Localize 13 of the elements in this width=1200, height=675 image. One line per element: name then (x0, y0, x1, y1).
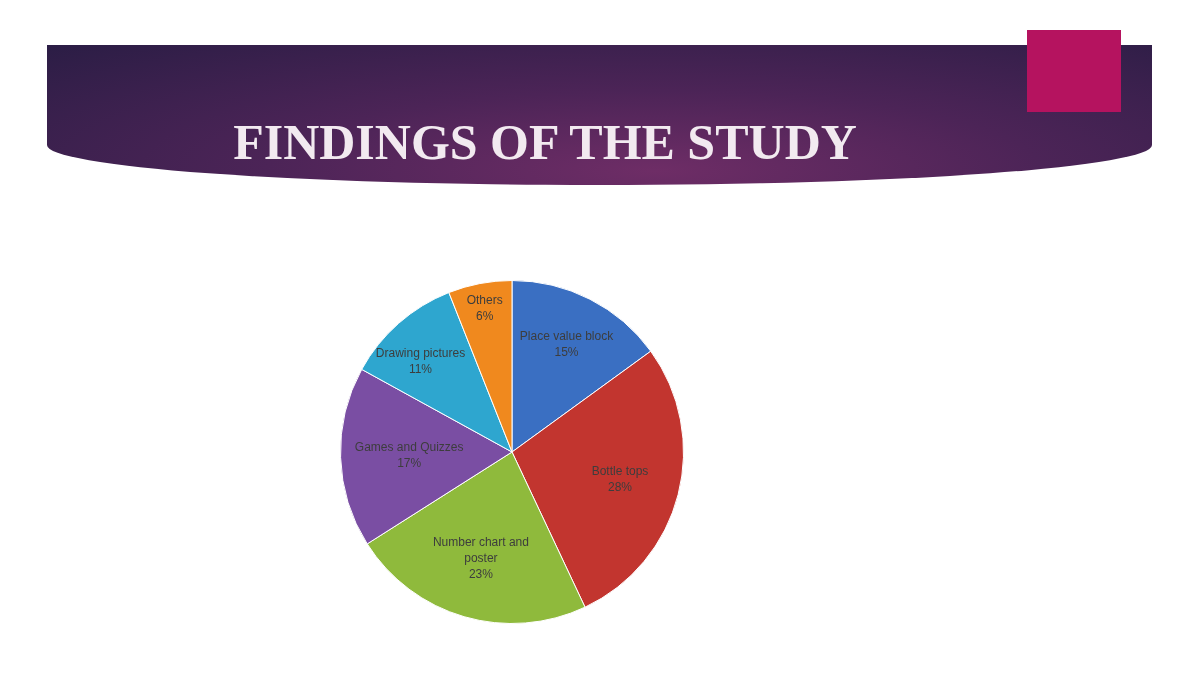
slice-label: Drawing pictures (375, 345, 466, 360)
data-label: 15% (554, 345, 579, 360)
data-label: 11% (408, 361, 433, 376)
slice-label: Number chart and poster (432, 535, 529, 566)
data-label: 17% (397, 455, 422, 470)
slice-label: Others (466, 293, 503, 308)
data-label: 28% (607, 480, 633, 495)
slice-label: Games and Quizzes (354, 439, 464, 454)
data-label: 6% (476, 309, 494, 324)
data-label: 23% (468, 567, 494, 582)
slice-label: Bottle tops (591, 464, 649, 479)
chart-title: FINDINGS OF THE STUDY (232, 113, 858, 172)
slice-label: Place value block (519, 329, 615, 344)
